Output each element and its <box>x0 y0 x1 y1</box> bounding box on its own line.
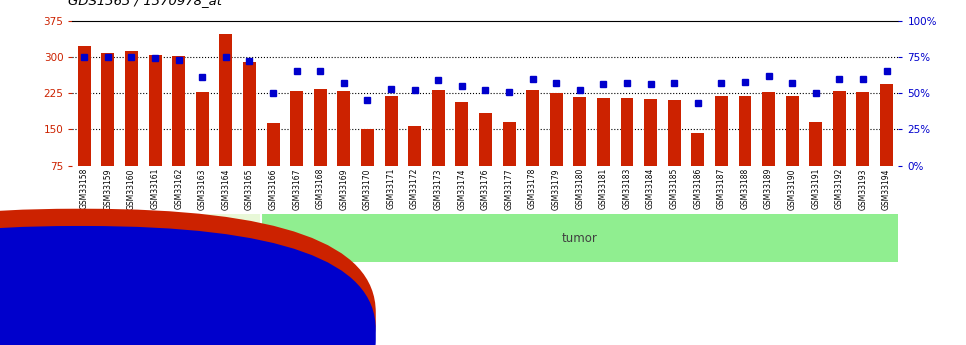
Text: GSM33158: GSM33158 <box>80 168 89 209</box>
Text: GSM33161: GSM33161 <box>151 168 159 209</box>
Text: GSM33183: GSM33183 <box>622 168 632 209</box>
Bar <box>526 90 539 166</box>
Text: GSM33191: GSM33191 <box>811 168 820 209</box>
Text: GSM33187: GSM33187 <box>717 168 725 209</box>
Text: GSM33164: GSM33164 <box>221 168 230 209</box>
Text: count: count <box>90 313 122 322</box>
Text: GSM33186: GSM33186 <box>694 168 702 209</box>
Text: GSM33168: GSM33168 <box>316 168 325 209</box>
Text: GSM33170: GSM33170 <box>363 168 372 209</box>
Text: GSM33165: GSM33165 <box>245 168 254 209</box>
Bar <box>762 92 775 166</box>
Bar <box>692 133 704 166</box>
Bar <box>880 85 894 166</box>
Bar <box>384 96 398 166</box>
Text: GSM33178: GSM33178 <box>528 168 537 209</box>
Text: GSM33189: GSM33189 <box>764 168 773 209</box>
Bar <box>479 114 492 166</box>
Text: normal: normal <box>146 231 187 245</box>
Bar <box>337 91 351 166</box>
Bar <box>101 53 114 166</box>
Bar <box>573 97 586 166</box>
Bar <box>550 93 563 166</box>
Text: GSM33180: GSM33180 <box>576 168 584 209</box>
Bar <box>597 98 610 166</box>
Bar <box>149 55 161 166</box>
Bar <box>833 91 846 166</box>
Text: GSM33184: GSM33184 <box>646 168 655 209</box>
Bar <box>267 123 279 166</box>
Text: GSM33162: GSM33162 <box>174 168 184 209</box>
Bar <box>738 96 752 166</box>
Text: GSM33190: GSM33190 <box>787 168 797 209</box>
Bar <box>715 96 728 166</box>
Bar <box>172 56 185 166</box>
Text: GSM33159: GSM33159 <box>103 168 112 209</box>
Text: tumor: tumor <box>562 231 598 245</box>
Text: GSM33169: GSM33169 <box>339 168 349 209</box>
Text: GSM33185: GSM33185 <box>669 168 679 209</box>
Text: GSM33166: GSM33166 <box>269 168 277 209</box>
Bar <box>125 51 138 166</box>
Text: GSM33171: GSM33171 <box>386 168 395 209</box>
Bar <box>242 62 256 166</box>
Text: GSM33174: GSM33174 <box>457 168 467 209</box>
Text: GSM33167: GSM33167 <box>292 168 301 209</box>
Bar <box>620 98 634 166</box>
Text: GSM33181: GSM33181 <box>599 168 608 209</box>
Bar <box>502 122 516 166</box>
Text: GSM33194: GSM33194 <box>882 168 891 209</box>
Bar <box>196 92 209 166</box>
Text: GSM33163: GSM33163 <box>198 168 207 209</box>
Bar <box>668 100 681 166</box>
Text: GSM33176: GSM33176 <box>481 168 490 209</box>
Text: GSM33172: GSM33172 <box>411 168 419 209</box>
Bar <box>455 102 469 166</box>
Text: GSM33173: GSM33173 <box>434 168 442 209</box>
Text: GSM33160: GSM33160 <box>127 168 136 209</box>
Bar <box>314 89 327 166</box>
Text: disease state ▶: disease state ▶ <box>2 233 83 243</box>
Bar <box>408 126 421 166</box>
Bar <box>77 46 91 166</box>
Bar <box>361 129 374 166</box>
Text: percentile rank within the sample: percentile rank within the sample <box>90 330 277 339</box>
Bar <box>72 214 261 262</box>
Text: GSM33179: GSM33179 <box>552 168 560 209</box>
Text: GSM33188: GSM33188 <box>741 168 750 209</box>
Bar <box>290 91 303 166</box>
Text: GSM33193: GSM33193 <box>859 168 867 209</box>
Bar <box>261 214 898 262</box>
Text: GSM33177: GSM33177 <box>504 168 514 209</box>
Text: GSM33192: GSM33192 <box>835 168 844 209</box>
Bar <box>432 90 444 166</box>
Text: GDS1363 / 1370978_at: GDS1363 / 1370978_at <box>68 0 221 7</box>
Bar <box>219 34 233 166</box>
Bar <box>785 96 799 166</box>
Bar <box>857 92 869 166</box>
Bar <box>644 99 657 166</box>
Bar <box>810 122 822 166</box>
